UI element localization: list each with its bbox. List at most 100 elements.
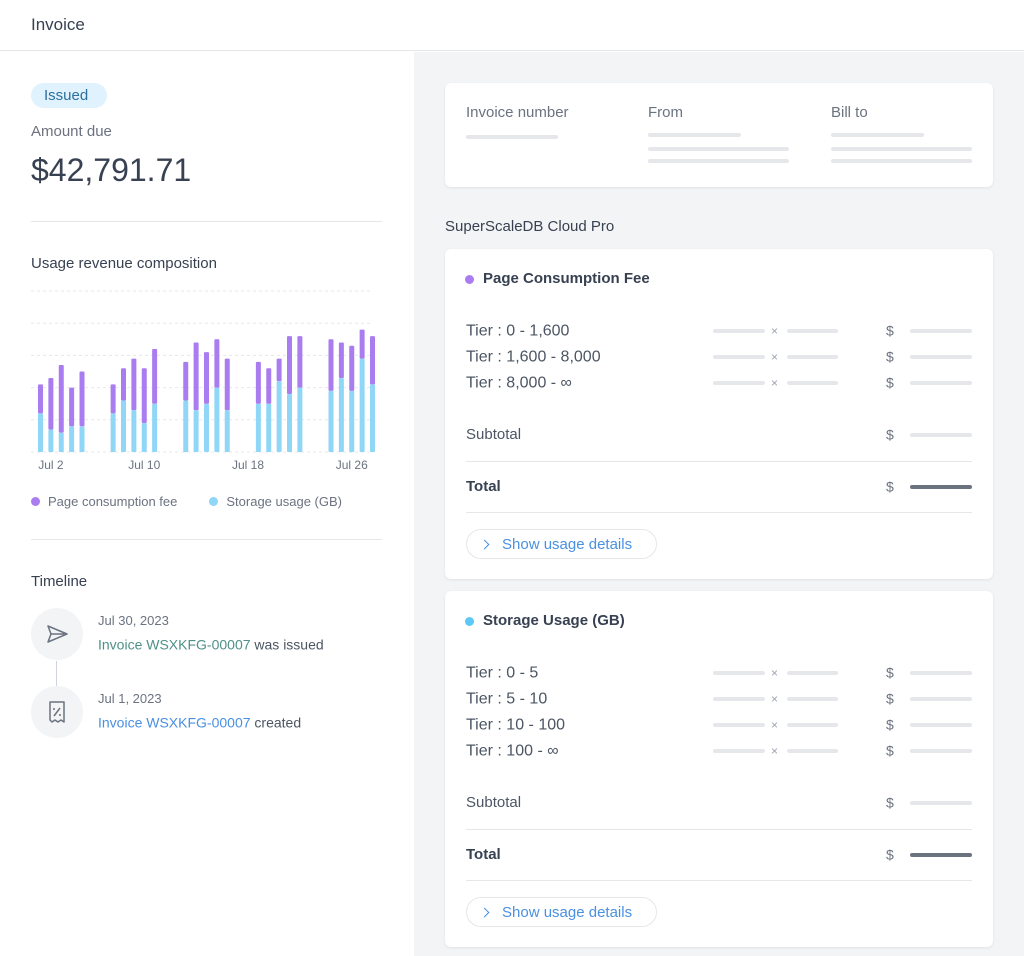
tier-label: Tier : 8,000 - ∞ xyxy=(466,374,572,392)
tier-label: Tier : 0 - 1,600 xyxy=(466,322,570,340)
bar-segment xyxy=(79,371,85,427)
bar-segment xyxy=(193,342,199,411)
show-details-button[interactable]: Show usage details xyxy=(466,897,657,927)
multiply-sign: × xyxy=(771,323,779,338)
bar-segment xyxy=(38,384,43,414)
bar-segment xyxy=(152,348,158,404)
skeleton-bar xyxy=(713,355,765,359)
bar-segment xyxy=(131,410,137,452)
bar-segment xyxy=(359,329,365,359)
bar-segment xyxy=(183,400,189,452)
bar-segment xyxy=(328,339,334,391)
skeleton-bar xyxy=(648,133,741,137)
bar-segment xyxy=(224,410,230,452)
legend: Page consumption fee Storage usage (GB) xyxy=(31,494,342,509)
event-text: Invoice WSXKFG-00007 was issued xyxy=(98,637,324,654)
bar-segment xyxy=(141,423,147,452)
skeleton-bar xyxy=(713,329,765,333)
page-title: Invoice xyxy=(31,14,85,34)
skeleton-bar xyxy=(910,853,972,857)
usage-chart: Jul 2 Jul 10 Jul 18 Jul 26 xyxy=(31,290,375,472)
show-details-button[interactable]: Show usage details xyxy=(466,529,657,559)
skeleton-bar xyxy=(910,433,972,437)
skeleton-bar xyxy=(787,697,838,701)
bar-segment xyxy=(214,339,220,388)
tier-label: Tier : 1,600 - 8,000 xyxy=(466,348,601,366)
bar-segment xyxy=(370,384,375,452)
section-dot xyxy=(465,274,474,284)
bar-segment xyxy=(141,368,147,424)
bar-segment xyxy=(349,345,355,391)
bar-segment xyxy=(38,413,43,452)
multiply-sign: × xyxy=(771,349,779,364)
invoice-link[interactable]: Invoice WSXKFG-00007 xyxy=(98,714,251,731)
skeleton-bar xyxy=(910,723,972,727)
skeleton-bar xyxy=(713,671,765,675)
tier-label: Tier : 5 - 10 xyxy=(466,690,548,708)
bar-segment xyxy=(224,358,230,411)
divider xyxy=(466,829,972,830)
bar-segment xyxy=(359,358,365,452)
tier-label: Tier : 100 - ∞ xyxy=(466,742,559,760)
x-tick-label: Jul 2 xyxy=(38,458,64,472)
bar-segment xyxy=(58,365,64,433)
total-label: Total xyxy=(466,846,501,863)
bar-segment xyxy=(287,394,292,452)
skeleton-bar xyxy=(910,329,972,333)
currency: $ xyxy=(886,794,894,811)
timeline-icon xyxy=(31,608,83,660)
bar-segment xyxy=(297,387,303,452)
divider xyxy=(31,221,382,222)
x-tick-label: Jul 18 xyxy=(232,458,264,472)
fee-card: Page Consumption Fee Tier : 0 - 1,600 × $ Ti… xyxy=(445,249,993,579)
skeleton-bar xyxy=(713,697,765,701)
amount-label: Amount due xyxy=(31,123,112,140)
currency: $ xyxy=(886,478,894,495)
header-bar xyxy=(0,0,1024,51)
skeleton-bar xyxy=(831,133,924,137)
status-badge xyxy=(31,83,107,108)
event-date: Jul 1, 2023 xyxy=(98,691,162,707)
skeleton-bar xyxy=(648,147,789,151)
total-label: Total xyxy=(466,478,501,495)
amount: $42,791.71 xyxy=(31,151,192,188)
skeleton-bar xyxy=(466,135,558,139)
bar-segment xyxy=(204,352,209,404)
bar-segment xyxy=(328,390,334,452)
x-tick-label: Jul 26 xyxy=(336,458,368,472)
currency: $ xyxy=(886,426,894,443)
bar-segment xyxy=(110,413,116,452)
skeleton-bar xyxy=(713,723,765,727)
chevron-icon xyxy=(479,539,490,549)
timeline-title: Timeline xyxy=(31,573,88,590)
skeleton-bar xyxy=(787,749,838,753)
tier-label: Tier : 0 - 5 xyxy=(466,664,539,682)
skeleton-bar xyxy=(787,723,838,727)
subtotal-label: Subtotal xyxy=(466,426,522,443)
bar-segment xyxy=(204,403,209,452)
skeleton-bar xyxy=(787,671,838,675)
skeleton-bar xyxy=(713,381,765,385)
subtotal-label: Subtotal xyxy=(466,794,522,811)
bar-segment xyxy=(297,336,303,388)
legend-label: Page consumption fee xyxy=(48,494,178,509)
bar-segment xyxy=(121,368,126,401)
bar-segment xyxy=(255,403,261,452)
x-tick-label: Jul 10 xyxy=(128,458,160,472)
bar-segment xyxy=(110,384,116,414)
bar-segment xyxy=(48,429,54,452)
invoice-link[interactable]: Invoice WSXKFG-00007 xyxy=(98,636,251,653)
legend-label: Storage usage (GB) xyxy=(226,494,342,509)
skeleton-bar xyxy=(787,355,838,359)
bar-segment xyxy=(214,387,220,452)
legend-item: Storage usage (GB) xyxy=(209,494,342,509)
legend-swatch xyxy=(209,497,219,506)
event-action: created xyxy=(254,714,302,731)
legend-item: Page consumption fee xyxy=(31,494,177,509)
currency: $ xyxy=(886,664,894,681)
button-label: Show usage details xyxy=(502,535,633,553)
currency: $ xyxy=(886,716,894,733)
icon xyxy=(47,625,68,643)
legend-swatch xyxy=(31,497,40,506)
multiply-sign: × xyxy=(771,717,779,732)
